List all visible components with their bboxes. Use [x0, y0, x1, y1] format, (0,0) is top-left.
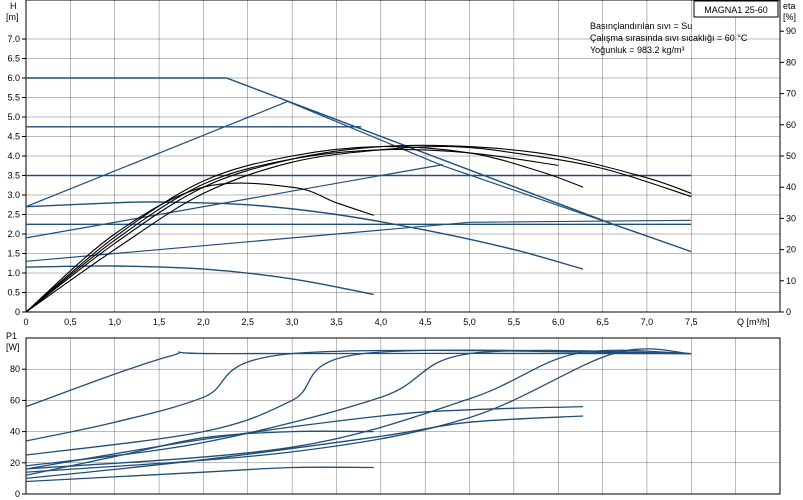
- y-tick-label: 5.5: [7, 93, 20, 103]
- y-axis-unit-h: [m]: [6, 12, 19, 22]
- y2-tick-label: 20: [786, 245, 796, 255]
- y2-tick-label: 70: [786, 89, 796, 99]
- x-axis-label-q: Q [m³/h]: [737, 317, 770, 327]
- power-curve: [26, 349, 692, 442]
- y-tick-label: 4.0: [7, 151, 20, 161]
- annotation-temperature: Çalışma sırasında sıvı sıcaklığı = 60 °C: [590, 33, 748, 43]
- y-tick-label: 40: [10, 427, 20, 437]
- y2-tick-label: 40: [786, 182, 796, 192]
- y-axis-label-h: H: [10, 1, 17, 11]
- head-curve: [26, 77, 692, 253]
- power-chart-panel: 0 20 40 60 80: [10, 337, 781, 499]
- y-tick-label: 60: [10, 395, 20, 405]
- head-chart-panel: 0 0.5 1.0 1.5 2.0 2.5 3.0 3.5 4.0 4.5 5.0 5.5 6.0 6.5…: [7, 0, 796, 327]
- power-curve: [26, 349, 692, 470]
- power-curve: [26, 349, 692, 467]
- x-tick-label: 6,0: [552, 317, 565, 327]
- x-tick-label: 2,0: [197, 317, 210, 327]
- y-tick-label: 0: [15, 489, 20, 499]
- head-curve: [26, 265, 374, 296]
- head-curves-group: [26, 77, 692, 312]
- y-tick-label: 0.5: [7, 288, 20, 298]
- title-box: [693, 0, 779, 18]
- annotation-density: Yoğunluk = 983.2 kg/m³: [590, 45, 684, 55]
- y-tick-label: 6.5: [7, 54, 20, 64]
- annotation-fluid: Basınçlandırılan sıvı = Su: [590, 21, 692, 31]
- x-tick-label: 6,5: [596, 317, 609, 327]
- y-tick-label: 5.0: [7, 112, 20, 122]
- y2-tick-label: 10: [786, 276, 796, 286]
- y2-tick-label: 80: [786, 57, 796, 67]
- efficiency-curve: [26, 148, 559, 312]
- power-curve: [26, 415, 584, 480]
- y2-tick-label: 50: [786, 151, 796, 161]
- head-curve: [26, 201, 584, 270]
- y2-tick-label: 60: [786, 120, 796, 130]
- y2-tick-label: 0: [786, 307, 791, 317]
- power-curve: [26, 466, 374, 483]
- x-tick-label: 3,0: [286, 317, 299, 327]
- x-tick-label: 1,5: [153, 317, 166, 327]
- y-tick-label: 0: [15, 307, 20, 317]
- power-curve: [26, 430, 374, 476]
- plot-frame: [25, 0, 781, 313]
- y-tick-label: 6.0: [7, 73, 20, 83]
- x-tick-label: 4,5: [419, 317, 432, 327]
- x-tick-label: 7,5: [685, 317, 698, 327]
- y2-axis-label-eta: eta: [783, 1, 796, 11]
- y-tick-label: 4.5: [7, 132, 20, 142]
- plot-frame: [25, 337, 781, 495]
- power-curve: [26, 405, 584, 470]
- x-tick-label: 3,5: [330, 317, 343, 327]
- proportional-pressure-curve: [26, 100, 614, 225]
- y-tick-label: 2.0: [7, 229, 20, 239]
- y-tick-label: 2.5: [7, 210, 20, 220]
- proportional-pressure-curve: [26, 219, 692, 262]
- y-tick-label: 3.5: [7, 171, 20, 181]
- x-tick-label: 1,0: [108, 317, 121, 327]
- power-curve: [26, 351, 692, 408]
- chart-title: MAGNA1 25-60: [704, 5, 768, 15]
- y2-axis-unit-eta: [%]: [783, 12, 796, 22]
- y-axis-unit-p1: [W]: [6, 342, 20, 352]
- x-tick-label: 7,0: [641, 317, 654, 327]
- proportional-pressure-curve: [26, 164, 444, 239]
- x-tick-label: 0,5: [64, 317, 77, 327]
- y-tick-label: 3.0: [7, 190, 20, 200]
- power-curves-group: [26, 348, 692, 483]
- y2-tick-label: 90: [786, 26, 796, 36]
- y-tick-label: 1.0: [7, 268, 20, 278]
- x-tick-label: 2,5: [242, 317, 255, 327]
- efficiency-curve: [26, 145, 584, 312]
- y-tick-label: 20: [10, 458, 20, 468]
- y-axis-label-p1: P1: [6, 331, 17, 341]
- y-tick-label: 1.5: [7, 249, 20, 259]
- efficiency-curve: [26, 182, 374, 312]
- y2-tick-label: 30: [786, 213, 796, 223]
- x-tick-label: 5,0: [463, 317, 476, 327]
- y-tick-label: 80: [10, 364, 20, 374]
- efficiency-curve: [26, 145, 692, 312]
- x-tick-label: 5,5: [508, 317, 521, 327]
- x-tick-label: 4,0: [375, 317, 388, 327]
- x-tick-label: 0: [23, 317, 28, 327]
- y-tick-label: 7.0: [7, 34, 20, 44]
